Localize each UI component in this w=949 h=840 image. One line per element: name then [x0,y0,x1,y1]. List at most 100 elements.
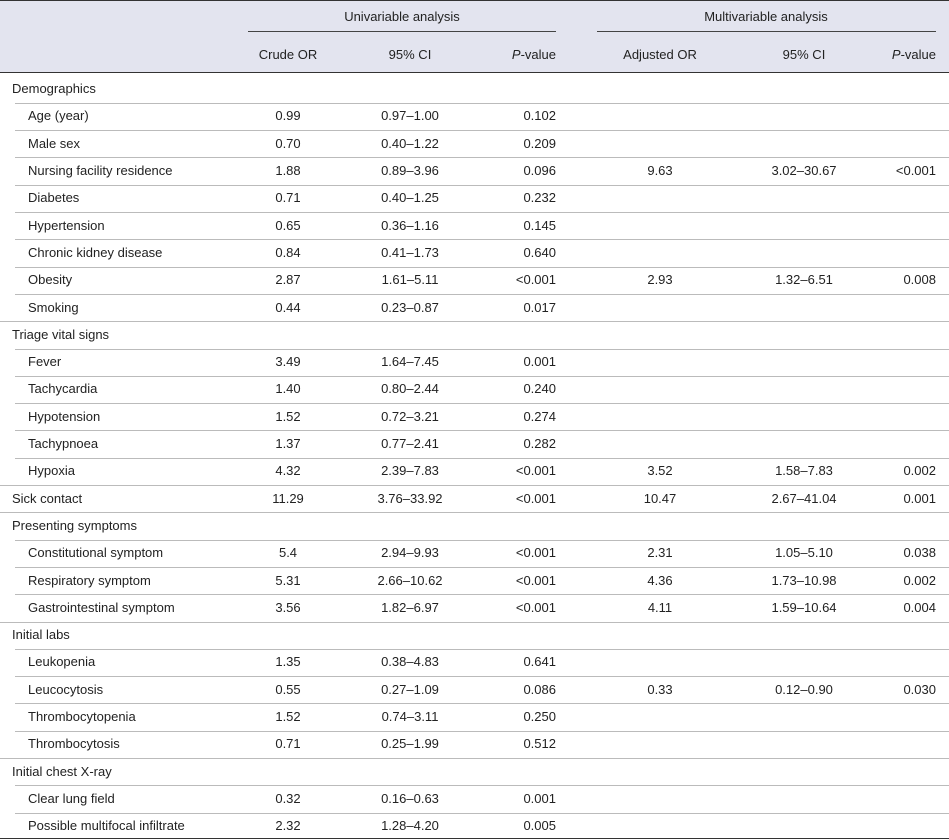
table-cell: 0.41–1.73 [381,244,439,260]
table-cell: 1.37 [275,436,301,452]
row-label: Fever [28,354,62,370]
table-cell: 0.72–3.21 [381,408,439,424]
table-cell: 0.209 [523,135,556,151]
table-cell: 2.39–7.83 [381,463,439,479]
row-rule [0,485,949,486]
row-label: Sick contact [12,490,83,506]
table-cell: <0.001 [895,163,936,179]
table-cell: 1.28–4.20 [381,818,439,834]
row-label: Gastrointestinal symptom [28,599,175,615]
table-cell: 0.017 [523,299,556,315]
section-heading: Initial chest X-ray [12,763,112,779]
row-rule [0,621,949,623]
table-cell: 0.36–1.16 [381,217,439,233]
table-cell: 3.02–30.67 [771,163,837,179]
column-heading-text: P-value [891,47,936,62]
row-label: Hypotension [28,408,101,424]
table-cell: 4.32 [275,463,301,479]
table-cell: 2.67–41.04 [771,490,837,506]
row-rule [15,239,949,241]
table-cell: 0.002 [903,572,936,588]
table-cell: <0.001 [515,272,556,288]
column-heading-text: P-value [511,47,556,62]
table-cell: <0.001 [515,463,556,479]
section-heading: Presenting symptoms [12,517,137,533]
table-cell: 3.49 [275,354,301,370]
table-cell: 0.640 [523,244,556,260]
row-rule [15,539,949,541]
row-rule [15,212,949,213]
table-cell: 0.282 [523,436,556,452]
table-cell: 0.096 [523,163,556,179]
table-cell: 0.102 [523,108,556,124]
table-cell: <0.001 [515,490,556,506]
table-cell: 1.61–5.11 [381,272,439,288]
table-cell: 0.145 [523,217,556,233]
table-cell: 0.38–4.83 [381,654,439,670]
table-cell: 0.40–1.25 [381,190,439,206]
table-cell: 9.63 [647,163,673,179]
row-label: Leukopenia [28,654,96,670]
table-cell: 0.512 [523,736,556,752]
column-heading: 95% CI [782,47,826,62]
section-heading: Triage vital signs [12,326,110,342]
row-rule [15,730,949,732]
table-cell: 0.33 [647,681,673,697]
table-cell: 0.008 [903,272,936,288]
row-label: Age (year) [28,108,89,124]
table-cell: 3.76–33.92 [377,490,443,506]
table-cell: 0.16–0.63 [381,790,439,806]
table-cell: 0.89–3.96 [381,163,439,179]
table-cell: 2.87 [275,272,301,288]
table-cell: 2.32 [275,818,301,834]
row-rule [15,785,949,787]
table-cell: 1.73–10.98 [771,572,837,588]
row-label: Thrombocytosis [28,736,120,752]
column-heading: Adjusted OR [623,47,697,62]
table-cell: 2.93 [647,272,673,288]
table-cell: 1.64–7.45 [381,354,439,370]
group-heading: Multivariable analysis [704,9,828,24]
row-label: Chronic kidney disease [28,244,163,260]
table-cell: 0.80–2.44 [381,381,439,397]
row-label: Constitutional symptom [28,545,164,561]
row-label: Tachycardia [28,381,98,397]
row-label: Obesity [28,272,73,288]
group-rule [597,31,936,32]
row-rule [15,812,949,814]
table-cell: 0.32 [275,790,301,806]
table-cell: 0.005 [523,818,556,834]
table-cell: 1.59–10.64 [771,599,837,615]
column-heading: P-value [512,47,556,63]
row-label: Diabetes [28,190,80,206]
row-rule [0,512,949,514]
row-rule [15,430,949,432]
row-label: Thrombocytopenia [28,709,136,725]
table-cell: 0.70 [275,135,301,151]
row-rule [15,266,949,268]
group-heading: Univariable analysis [344,9,460,24]
row-rule [15,102,949,104]
table-cell: 0.001 [903,490,936,506]
row-rule [15,594,949,596]
column-heading: 95% CI [388,47,432,62]
table-cell: 0.232 [523,190,556,206]
table-cell: 0.038 [903,545,936,561]
row-label: Respiratory symptom [28,572,151,588]
row-rule [15,130,949,132]
table-cell: 1.58–7.83 [775,463,833,479]
table-cell: 0.086 [523,681,556,697]
table-cell: 1.40 [275,381,301,397]
table-cell: 0.274 [523,408,556,424]
table-cell: 0.97–1.00 [381,108,439,124]
row-rule [15,184,949,186]
row-label: Nursing facility residence [28,163,173,179]
table-cell: 0.71 [275,736,301,752]
table-cell: 0.12–0.90 [775,681,833,697]
row-rule [15,293,949,295]
row-rule [15,375,949,377]
table-cell: 0.40–1.22 [381,135,439,151]
group-rule [248,31,556,32]
table-cell: 0.001 [523,354,556,370]
